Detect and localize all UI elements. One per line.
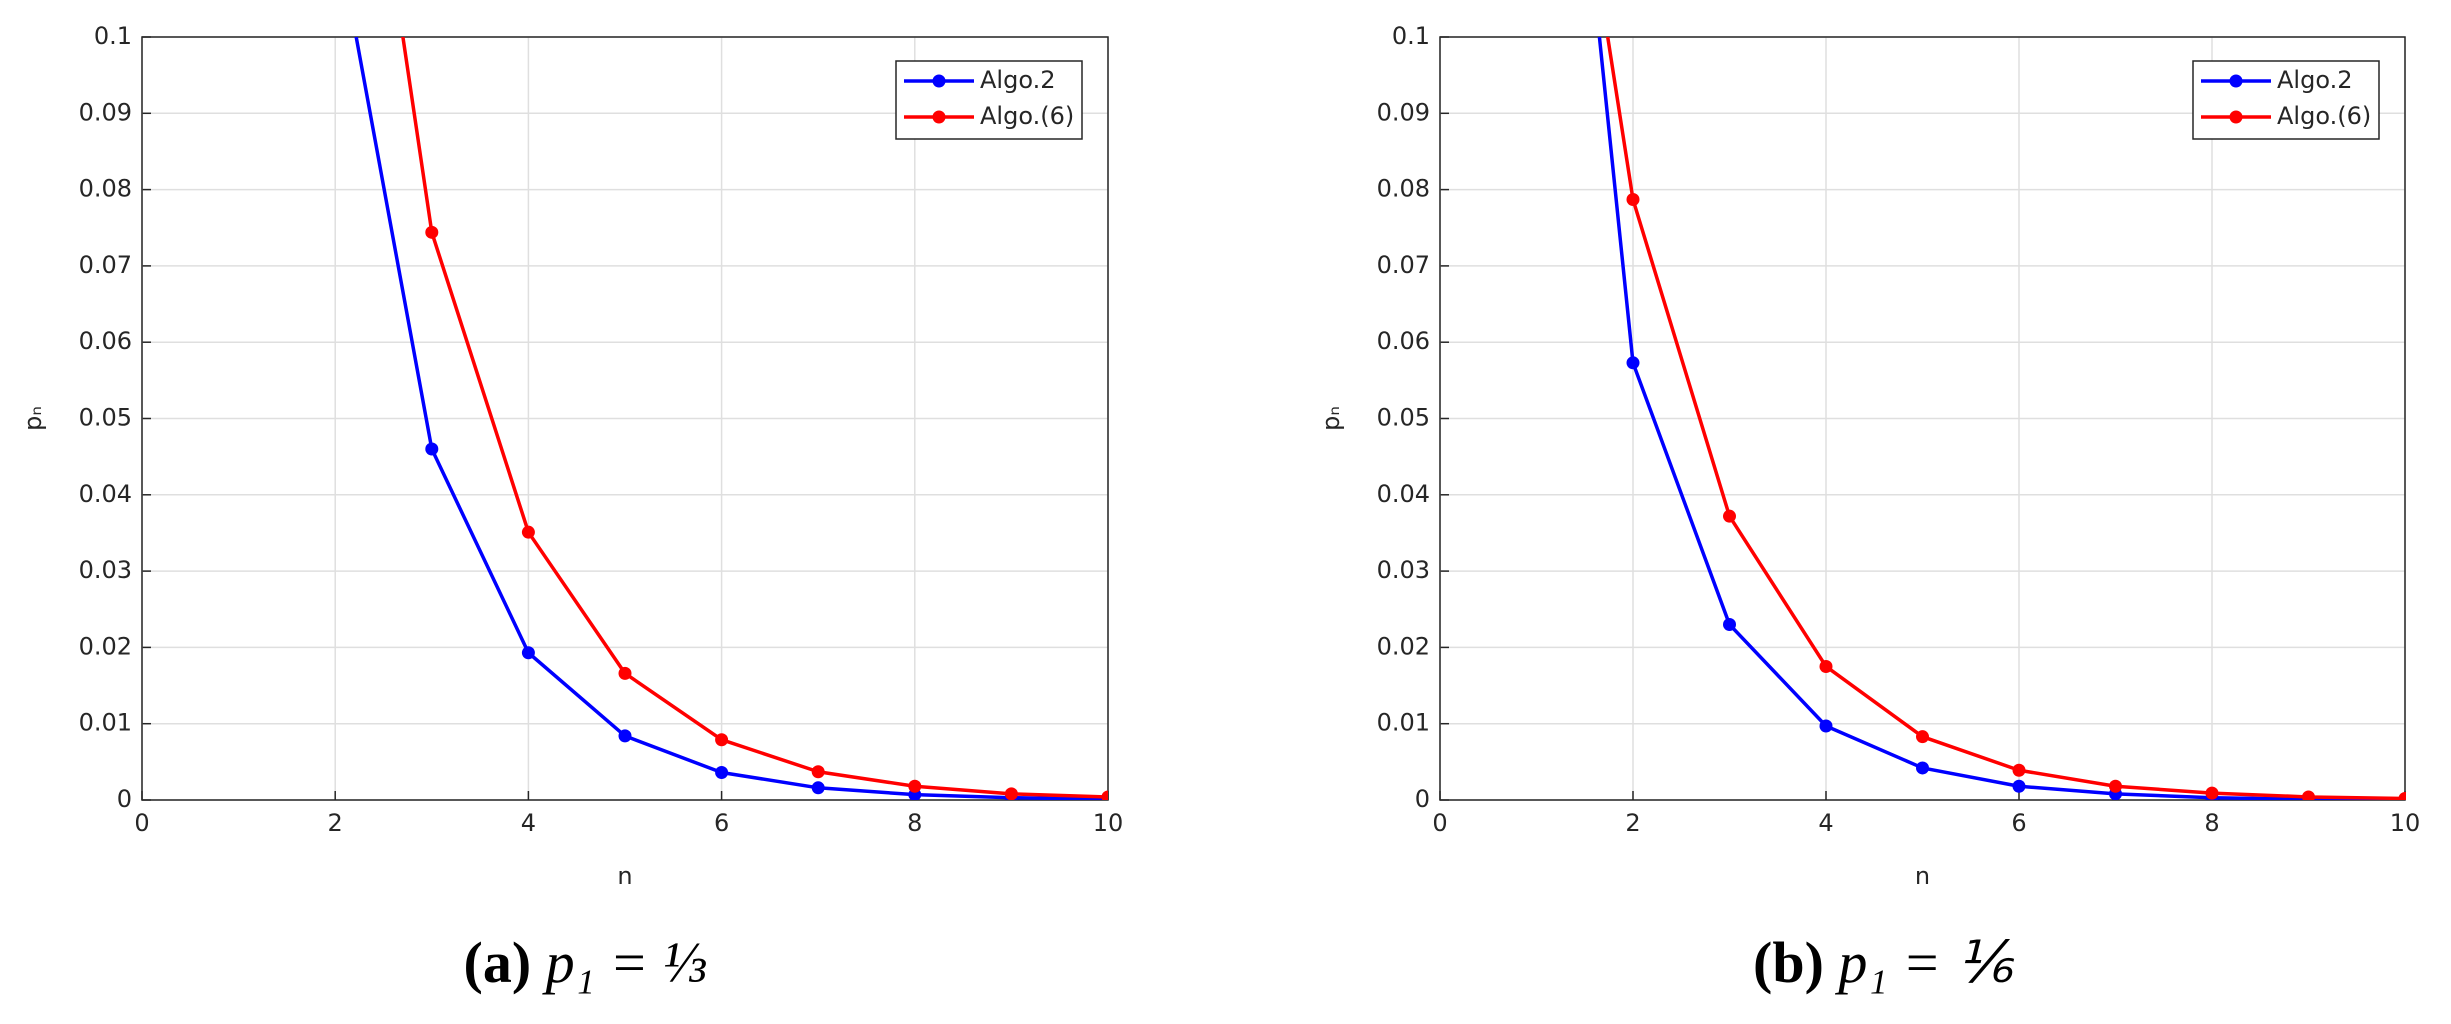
data-point	[1723, 509, 1736, 523]
y-tick-label: 0.03	[79, 556, 132, 584]
data-point	[1819, 659, 1833, 673]
data-point	[715, 733, 729, 747]
y-tick-label: 0.1	[1392, 22, 1430, 50]
legend-box	[895, 60, 1083, 140]
legend-marker	[932, 110, 946, 124]
x-tick-label: 2	[1625, 809, 1640, 837]
legend-marker	[932, 74, 946, 88]
y-tick-label: 0.08	[79, 175, 132, 203]
plot-area	[354, 37, 1108, 800]
y-tick-label: 0.09	[1377, 98, 1430, 126]
caption-label: (a)	[464, 930, 532, 995]
data-point	[425, 225, 439, 239]
y-tick-label: 0.1	[94, 22, 132, 50]
caption: (b) p₁ = ⅙	[1753, 930, 2015, 995]
y-tick-label: 0.08	[1377, 175, 1430, 203]
legend-label: Algo.2	[980, 66, 1055, 94]
data-point	[908, 779, 922, 793]
y-tick-label: 0.04	[1377, 480, 1430, 508]
data-point	[521, 525, 535, 539]
y-tick-label: 0.01	[79, 709, 132, 737]
data-point	[811, 781, 825, 795]
y-tick-label: 0.09	[79, 98, 132, 126]
legend-label: Algo.2	[2277, 66, 2352, 94]
x-tick-label: 0	[134, 809, 149, 837]
y-tick-label: 0.02	[1377, 632, 1430, 660]
y-tick-label: 0.01	[1377, 709, 1430, 737]
legend-label: Algo.(6)	[2277, 102, 2371, 130]
legend-marker	[2229, 74, 2243, 88]
y-tick-label: 0.06	[79, 327, 132, 355]
legend-box	[2192, 60, 2380, 140]
data-point	[521, 646, 535, 660]
x-tick-label: 4	[521, 809, 536, 837]
x-tick-label: 0	[1432, 809, 1447, 837]
x-axis-label: n	[1915, 862, 1930, 890]
plot-area	[1597, 37, 2406, 800]
data-point	[1916, 730, 1929, 744]
data-point	[1004, 787, 1018, 800]
x-tick-label: 4	[1818, 809, 1833, 837]
data-point	[1626, 193, 1640, 207]
x-tick-label: 2	[328, 809, 343, 837]
x-tick-label: 8	[2204, 809, 2219, 837]
caption-label: (b)	[1753, 930, 1824, 995]
caption: (a) p₁ = ⅓	[464, 930, 707, 995]
y-tick-label: 0.06	[1377, 327, 1430, 355]
data-point	[2205, 786, 2219, 800]
x-axis-label: n	[617, 862, 632, 890]
y-tick-label: 0	[117, 785, 132, 813]
legend-label: Algo.(6)	[980, 102, 1074, 130]
y-tick-label: 0.05	[79, 404, 132, 432]
y-tick-label: 0	[1415, 785, 1430, 813]
y-tick-label: 0.07	[79, 251, 132, 279]
x-tick-label: 6	[714, 809, 729, 837]
y-tick-label: 0.04	[79, 480, 132, 508]
caption-math: p₁ = ⅓	[542, 930, 707, 995]
data-point	[618, 666, 632, 680]
data-point	[425, 442, 439, 456]
y-axis-label: pₙ	[19, 406, 47, 431]
data-point	[715, 766, 729, 780]
y-tick-label: 0.02	[79, 632, 132, 660]
data-point	[1723, 618, 1736, 632]
data-point	[1916, 761, 1929, 775]
plot-frame	[1439, 36, 2406, 801]
data-point	[618, 729, 632, 743]
y-tick-label: 0.05	[1377, 404, 1430, 432]
data-point	[2398, 791, 2406, 800]
y-axis-label: pₙ	[1317, 406, 1345, 431]
series-line	[1605, 37, 2406, 800]
y-tick-label: 0.07	[1377, 251, 1430, 279]
data-point	[2302, 790, 2315, 800]
data-point	[2109, 779, 2122, 793]
data-point	[2012, 763, 2026, 777]
plot-frame	[141, 36, 1109, 801]
data-point	[1101, 790, 1108, 800]
legend-marker	[2229, 110, 2243, 124]
x-tick-label: 6	[2011, 809, 2026, 837]
data-point	[811, 765, 825, 779]
data-point	[1626, 356, 1640, 370]
data-point	[2012, 779, 2026, 793]
caption-math: p₁ = ⅙	[1834, 930, 2014, 995]
x-tick-label: 8	[907, 809, 922, 837]
x-tick-label: 10	[1093, 809, 1124, 837]
y-tick-label: 0.03	[1377, 556, 1430, 584]
data-point	[1819, 719, 1833, 733]
series-line	[1597, 37, 2406, 800]
x-tick-label: 10	[2390, 809, 2421, 837]
